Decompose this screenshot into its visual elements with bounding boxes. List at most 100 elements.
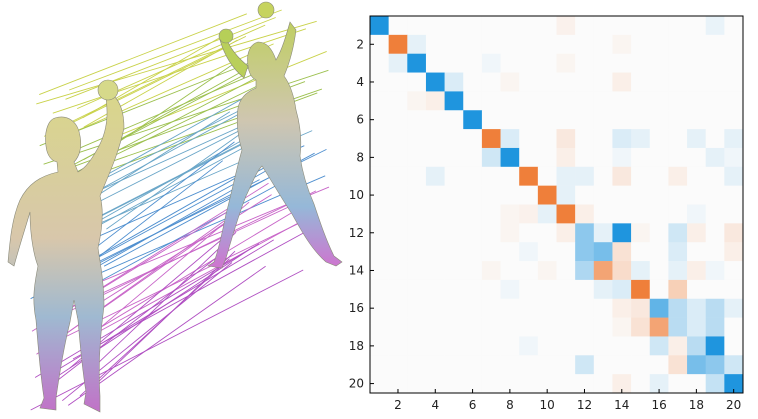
heatmap-cell <box>500 91 520 111</box>
heatmap-cell <box>425 166 445 186</box>
correspondence-line <box>77 100 265 202</box>
heatmap-cell <box>556 279 576 300</box>
heatmap-cell <box>631 336 651 356</box>
heatmap-cell <box>519 261 539 281</box>
heatmap-cell <box>649 223 669 243</box>
heatmap-cell <box>575 53 595 73</box>
heatmap-cell <box>724 374 744 394</box>
heatmap-cell <box>705 147 725 168</box>
heatmap-cell <box>575 355 595 375</box>
heatmap-cell <box>388 298 408 318</box>
heatmap-cell <box>631 279 651 300</box>
heatmap-cell <box>407 355 427 375</box>
heatmap-cell <box>444 355 464 375</box>
heatmap-cell <box>631 34 651 54</box>
heatmap-cell <box>425 72 445 92</box>
heatmap-cell <box>649 298 669 318</box>
heatmap-cell <box>500 298 520 318</box>
heatmap-cell <box>425 110 445 130</box>
heatmap-cell <box>631 204 651 224</box>
human-mesh-back <box>207 1 343 269</box>
heatmap-cell <box>687 223 706 243</box>
heatmap-cell <box>705 185 725 205</box>
heatmap-cell <box>612 317 632 337</box>
heatmap-cell <box>593 336 613 356</box>
heatmap-cell <box>425 355 445 375</box>
heatmap-cell <box>425 147 445 168</box>
heatmap-cell <box>631 91 651 111</box>
heatmap-cell <box>537 110 557 130</box>
heatmap-cell <box>593 242 613 262</box>
heatmap-cell <box>724 166 744 186</box>
heatmap-cell <box>370 242 389 262</box>
heatmap-cell <box>705 279 725 300</box>
heatmap-cell <box>649 166 669 186</box>
heatmap-cell <box>612 336 632 356</box>
x-axis-ticks: 2 4 6 8 10 12 14 16 18 20 <box>394 389 741 412</box>
correspondence-line <box>89 156 291 272</box>
y-tick-label: 2 <box>356 37 364 51</box>
heatmap-cell <box>519 279 539 300</box>
heatmap-cell <box>407 336 427 356</box>
heatmap-cell <box>407 166 427 186</box>
heatmap-cell <box>705 91 725 111</box>
heatmap-cell <box>425 16 445 36</box>
heatmap-cell <box>612 34 632 54</box>
heatmap-cell <box>705 110 725 130</box>
heatmap-cell <box>705 223 725 243</box>
heatmap-cell <box>705 72 725 92</box>
heatmap-cell <box>537 223 557 243</box>
heatmap-cell <box>388 72 408 92</box>
x-tick-label: 18 <box>689 398 704 412</box>
correspondence-line <box>67 265 266 406</box>
heatmap-cell <box>556 317 576 337</box>
heatmap-cell <box>444 204 464 224</box>
heatmap-cell <box>481 166 501 186</box>
heatmap-cell <box>687 91 706 111</box>
heatmap-cell <box>425 298 445 318</box>
heatmap-cell <box>612 166 632 186</box>
heatmap-cell <box>631 129 651 149</box>
heatmap-cell <box>724 298 744 318</box>
heatmap-cell <box>407 185 427 205</box>
y-tick-label: 8 <box>356 150 364 164</box>
heatmap-cell <box>631 374 651 394</box>
heatmap-cell <box>687 279 706 300</box>
heatmap-cell <box>425 185 445 205</box>
heatmap-cell <box>556 261 576 281</box>
heatmap-cell <box>388 110 408 130</box>
heatmap-cell <box>481 34 501 54</box>
heatmap-cell <box>519 223 539 243</box>
heatmap-cell <box>481 242 501 262</box>
heatmap-cell <box>593 53 613 73</box>
heatmap-cell <box>556 129 576 149</box>
heatmap-cell <box>724 242 744 262</box>
heatmap-cell <box>444 242 464 262</box>
heatmap-cell <box>724 204 744 224</box>
heatmap-cell <box>370 16 389 36</box>
heatmap-cell <box>370 185 389 205</box>
y-tick-label: 6 <box>356 113 364 127</box>
heatmap-cell <box>705 242 725 262</box>
heatmap-cell <box>388 34 408 54</box>
heatmap-cell <box>687 204 706 224</box>
heatmap-cell <box>519 166 539 186</box>
heatmap-cell <box>556 53 576 73</box>
heatmap-cell <box>724 336 744 356</box>
heatmap-cell <box>463 298 483 318</box>
heatmap-cell <box>575 147 595 168</box>
heatmap-cell <box>668 223 688 243</box>
heatmap-cell <box>668 147 688 168</box>
heatmap-cell <box>407 34 427 54</box>
heatmap-cell <box>370 279 389 300</box>
heatmap-cell <box>612 242 632 262</box>
x-tick-label: 2 <box>394 398 402 412</box>
heatmap-cell <box>724 317 744 337</box>
heatmap-cell <box>668 298 688 318</box>
heatmap-cell <box>444 279 464 300</box>
y-tick-label: 4 <box>356 75 364 89</box>
heatmap-cell <box>556 242 576 262</box>
heatmap-cell <box>649 16 669 36</box>
heatmap-cell <box>724 129 744 149</box>
heatmap-cell <box>575 317 595 337</box>
